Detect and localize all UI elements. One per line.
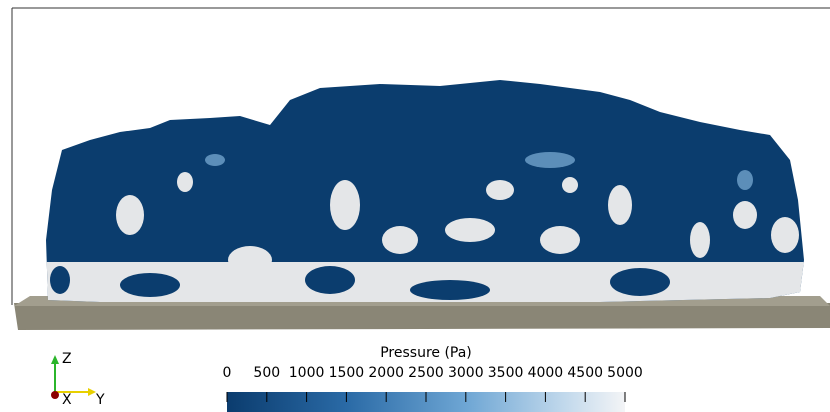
colorbar-tick-label: 0: [223, 365, 232, 381]
axis-label: X: [62, 392, 72, 408]
colorbar-tick-label: 1500: [329, 365, 365, 381]
colorbar-tick-label: 3500: [488, 365, 524, 381]
axis-label: Y: [95, 392, 105, 408]
orientation-axes: Z X Y: [51, 351, 105, 408]
colorbar-tick-label: 1000: [289, 365, 325, 381]
colorbar-tick-label: 4000: [528, 365, 564, 381]
colorbar-title: Pressure (Pa): [380, 345, 472, 361]
axis-label: Z: [62, 351, 72, 367]
colorbar-tick-label: 500: [253, 365, 280, 381]
pressure-surface: [40, 70, 810, 310]
colorbar-tick-label: 3000: [448, 365, 484, 381]
colorbar-tick-label: 2500: [408, 365, 444, 381]
ground-plate: [14, 303, 830, 330]
viewport: Z X Y Pressure (Pa) 0 500 1000150020002500…: [0, 0, 830, 412]
colorbar-tick-label: 4500: [567, 365, 603, 381]
colorbar-tick-label: 2000: [368, 365, 404, 381]
colorbar-tick-label: 5000: [607, 365, 643, 381]
